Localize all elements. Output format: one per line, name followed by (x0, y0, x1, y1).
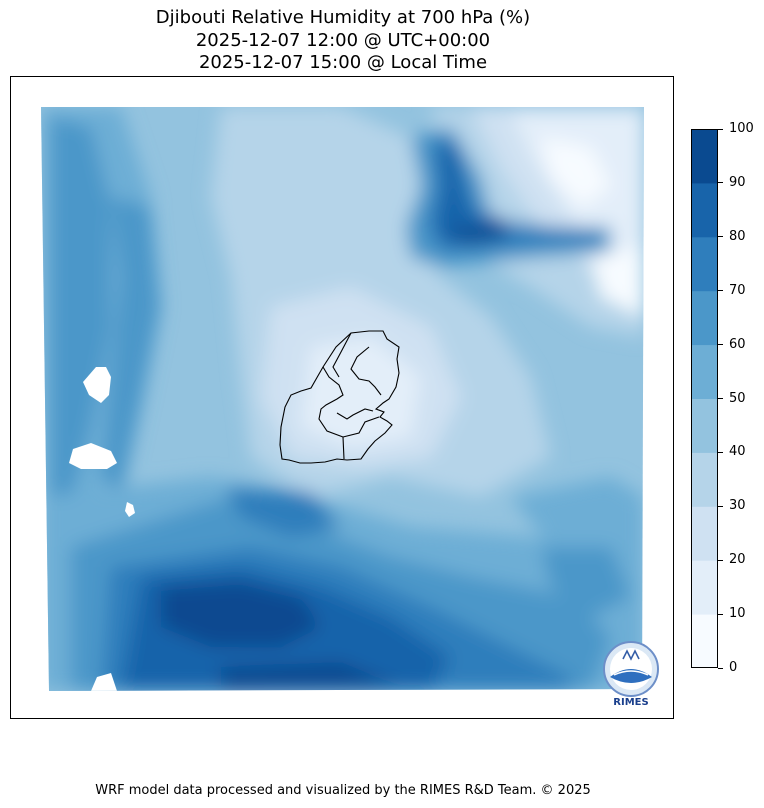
colorbar-segment (691, 182, 718, 238)
colorbar-segment (691, 452, 718, 507)
colorbar-segment (691, 614, 718, 668)
utc-time: 2025-12-07 12:00 @ UTC+00:00 (195, 30, 491, 51)
colorbar-tick (718, 182, 723, 184)
map-frame (10, 76, 674, 719)
local-time: 2025-12-07 15:00 @ Local Time (198, 52, 488, 73)
colorbar-segment (691, 344, 718, 399)
colorbar-segment (691, 560, 718, 615)
colorbar-tick-label: 90 (729, 174, 746, 190)
colorbar-tick-label: 70 (729, 282, 746, 298)
colorbar-segment (691, 129, 718, 184)
colorbar-tick (718, 505, 723, 507)
colorbar-tick-label: 50 (729, 390, 746, 406)
colorbar-tick-label: 80 (729, 228, 746, 244)
colorbar-tick (718, 128, 723, 130)
country-border (279, 330, 400, 464)
colorbar (691, 129, 718, 668)
colorbar-tick (718, 667, 723, 669)
colorbar-tick (718, 236, 723, 238)
colorbar-tick (718, 398, 723, 399)
credit-footer: WRF model data processed and visualized … (95, 783, 591, 798)
colorbar-tick-label: 30 (729, 498, 746, 514)
colorbar-tick (718, 290, 723, 292)
colorbar-segment (691, 398, 718, 453)
colorbar-segment (691, 290, 718, 346)
colorbar-border (691, 129, 718, 668)
colorbar-tick-label: 40 (729, 444, 746, 460)
colorbar-tick (718, 451, 723, 453)
logo-text: RIMES (613, 697, 648, 707)
colorbar-tick-label: 60 (729, 336, 746, 352)
colorbar-tick (718, 613, 723, 615)
colorbar-tick-label: 10 (729, 606, 746, 622)
colorbar-tick-label: 0 (729, 660, 738, 675)
colorbar-tick (718, 344, 723, 346)
humidity-map (41, 107, 644, 691)
colorbar-tick-label: 100 (729, 121, 754, 136)
colorbar-tick-label: 20 (729, 552, 746, 568)
chart-title: Djibouti Relative Humidity at 700 hPa (%… (155, 7, 531, 28)
colorbar-segment (691, 506, 718, 561)
colorbar-tick (718, 559, 723, 561)
rimes-logo: RIMES (603, 641, 659, 707)
colorbar-segment (691, 236, 718, 292)
humidity-field (41, 107, 644, 691)
